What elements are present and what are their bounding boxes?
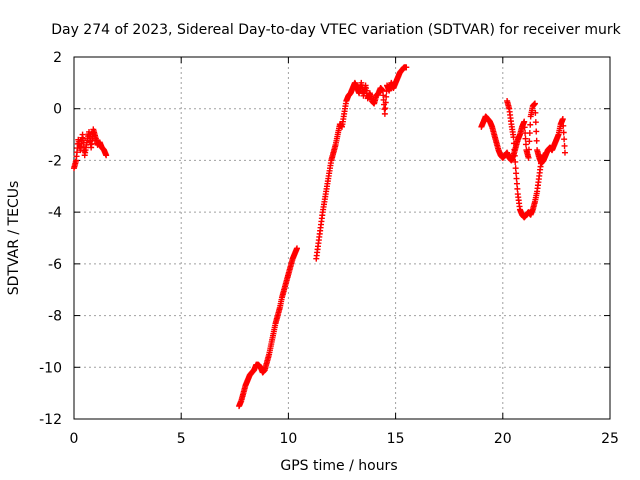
- y-tick-label: -6: [48, 257, 62, 273]
- data-points: [71, 64, 568, 410]
- data-point: [540, 152, 547, 159]
- y-tick-label: 2: [53, 50, 62, 66]
- y-axis-label: SDTVAR / TECUs: [6, 181, 22, 296]
- y-tick-label: -2: [48, 153, 62, 169]
- axis-ticks: [73, 56, 611, 420]
- x-tick-labels: 0 5 10 15 20 25: [70, 431, 619, 447]
- data-point-interp: [383, 93, 390, 100]
- data-point-interp: [522, 141, 529, 148]
- data-point-interp: [382, 105, 389, 112]
- data-point: [521, 118, 528, 125]
- x-tick-label: 20: [494, 431, 512, 447]
- data-point-interp: [510, 140, 517, 147]
- y-tick-label: -4: [48, 205, 62, 221]
- data-point-interp: [514, 185, 521, 192]
- data-point: [293, 245, 300, 252]
- x-tick-label: 10: [279, 431, 297, 447]
- data-point-interp: [532, 119, 539, 126]
- data-point-interp: [526, 138, 533, 145]
- data-point: [512, 165, 519, 172]
- series-segment-1: [71, 126, 110, 172]
- x-tick-label: 25: [601, 431, 619, 447]
- data-point: [561, 149, 568, 156]
- data-point: [403, 64, 410, 71]
- data-point-interp: [513, 175, 520, 182]
- data-point-interp: [522, 135, 529, 142]
- y-tick-label: -8: [48, 309, 62, 325]
- chart-title: Day 274 of 2023, Sidereal Day-to-day VTE…: [51, 22, 621, 38]
- y-tick-label: -12: [39, 412, 62, 428]
- series-segment-3: [313, 64, 410, 262]
- data-point-interp: [382, 99, 389, 106]
- x-tick-label: 5: [177, 431, 186, 447]
- plot-frame: [73, 56, 611, 420]
- data-point-interp: [526, 130, 533, 137]
- data-point: [559, 116, 566, 123]
- data-point-interp: [513, 170, 520, 177]
- data-point-interp: [533, 128, 540, 135]
- x-tick-label: 15: [387, 431, 405, 447]
- data-point-interp: [511, 146, 518, 153]
- data-point: [525, 154, 532, 161]
- x-tick-label: 0: [70, 431, 79, 447]
- data-point-interp: [532, 109, 539, 116]
- y-tick-label: -10: [39, 360, 62, 376]
- data-point: [381, 110, 388, 117]
- data-point-interp: [560, 129, 567, 136]
- data-point-interp: [521, 124, 528, 131]
- data-point-interp: [513, 180, 520, 187]
- data-point-interp: [533, 137, 540, 144]
- data-point-interp: [512, 158, 519, 165]
- data-point-interp: [561, 142, 568, 149]
- y-tick-labels: 2 0 -2 -4 -6 -8 -10 -12: [39, 50, 62, 428]
- data-point-interp: [561, 136, 568, 143]
- y-tick-label: 0: [53, 102, 62, 118]
- data-point: [510, 134, 517, 141]
- data-point-interp: [511, 152, 518, 159]
- data-point-interp: [527, 121, 534, 128]
- series-segment-5: [504, 97, 547, 221]
- series-segment-2: [236, 245, 300, 410]
- data-point: [103, 152, 110, 159]
- series-segment-4: [478, 100, 568, 167]
- x-axis-label: GPS time / hours: [280, 458, 397, 474]
- data-point: [531, 100, 538, 107]
- data-point-interp: [560, 122, 567, 129]
- data-point-interp: [525, 146, 532, 153]
